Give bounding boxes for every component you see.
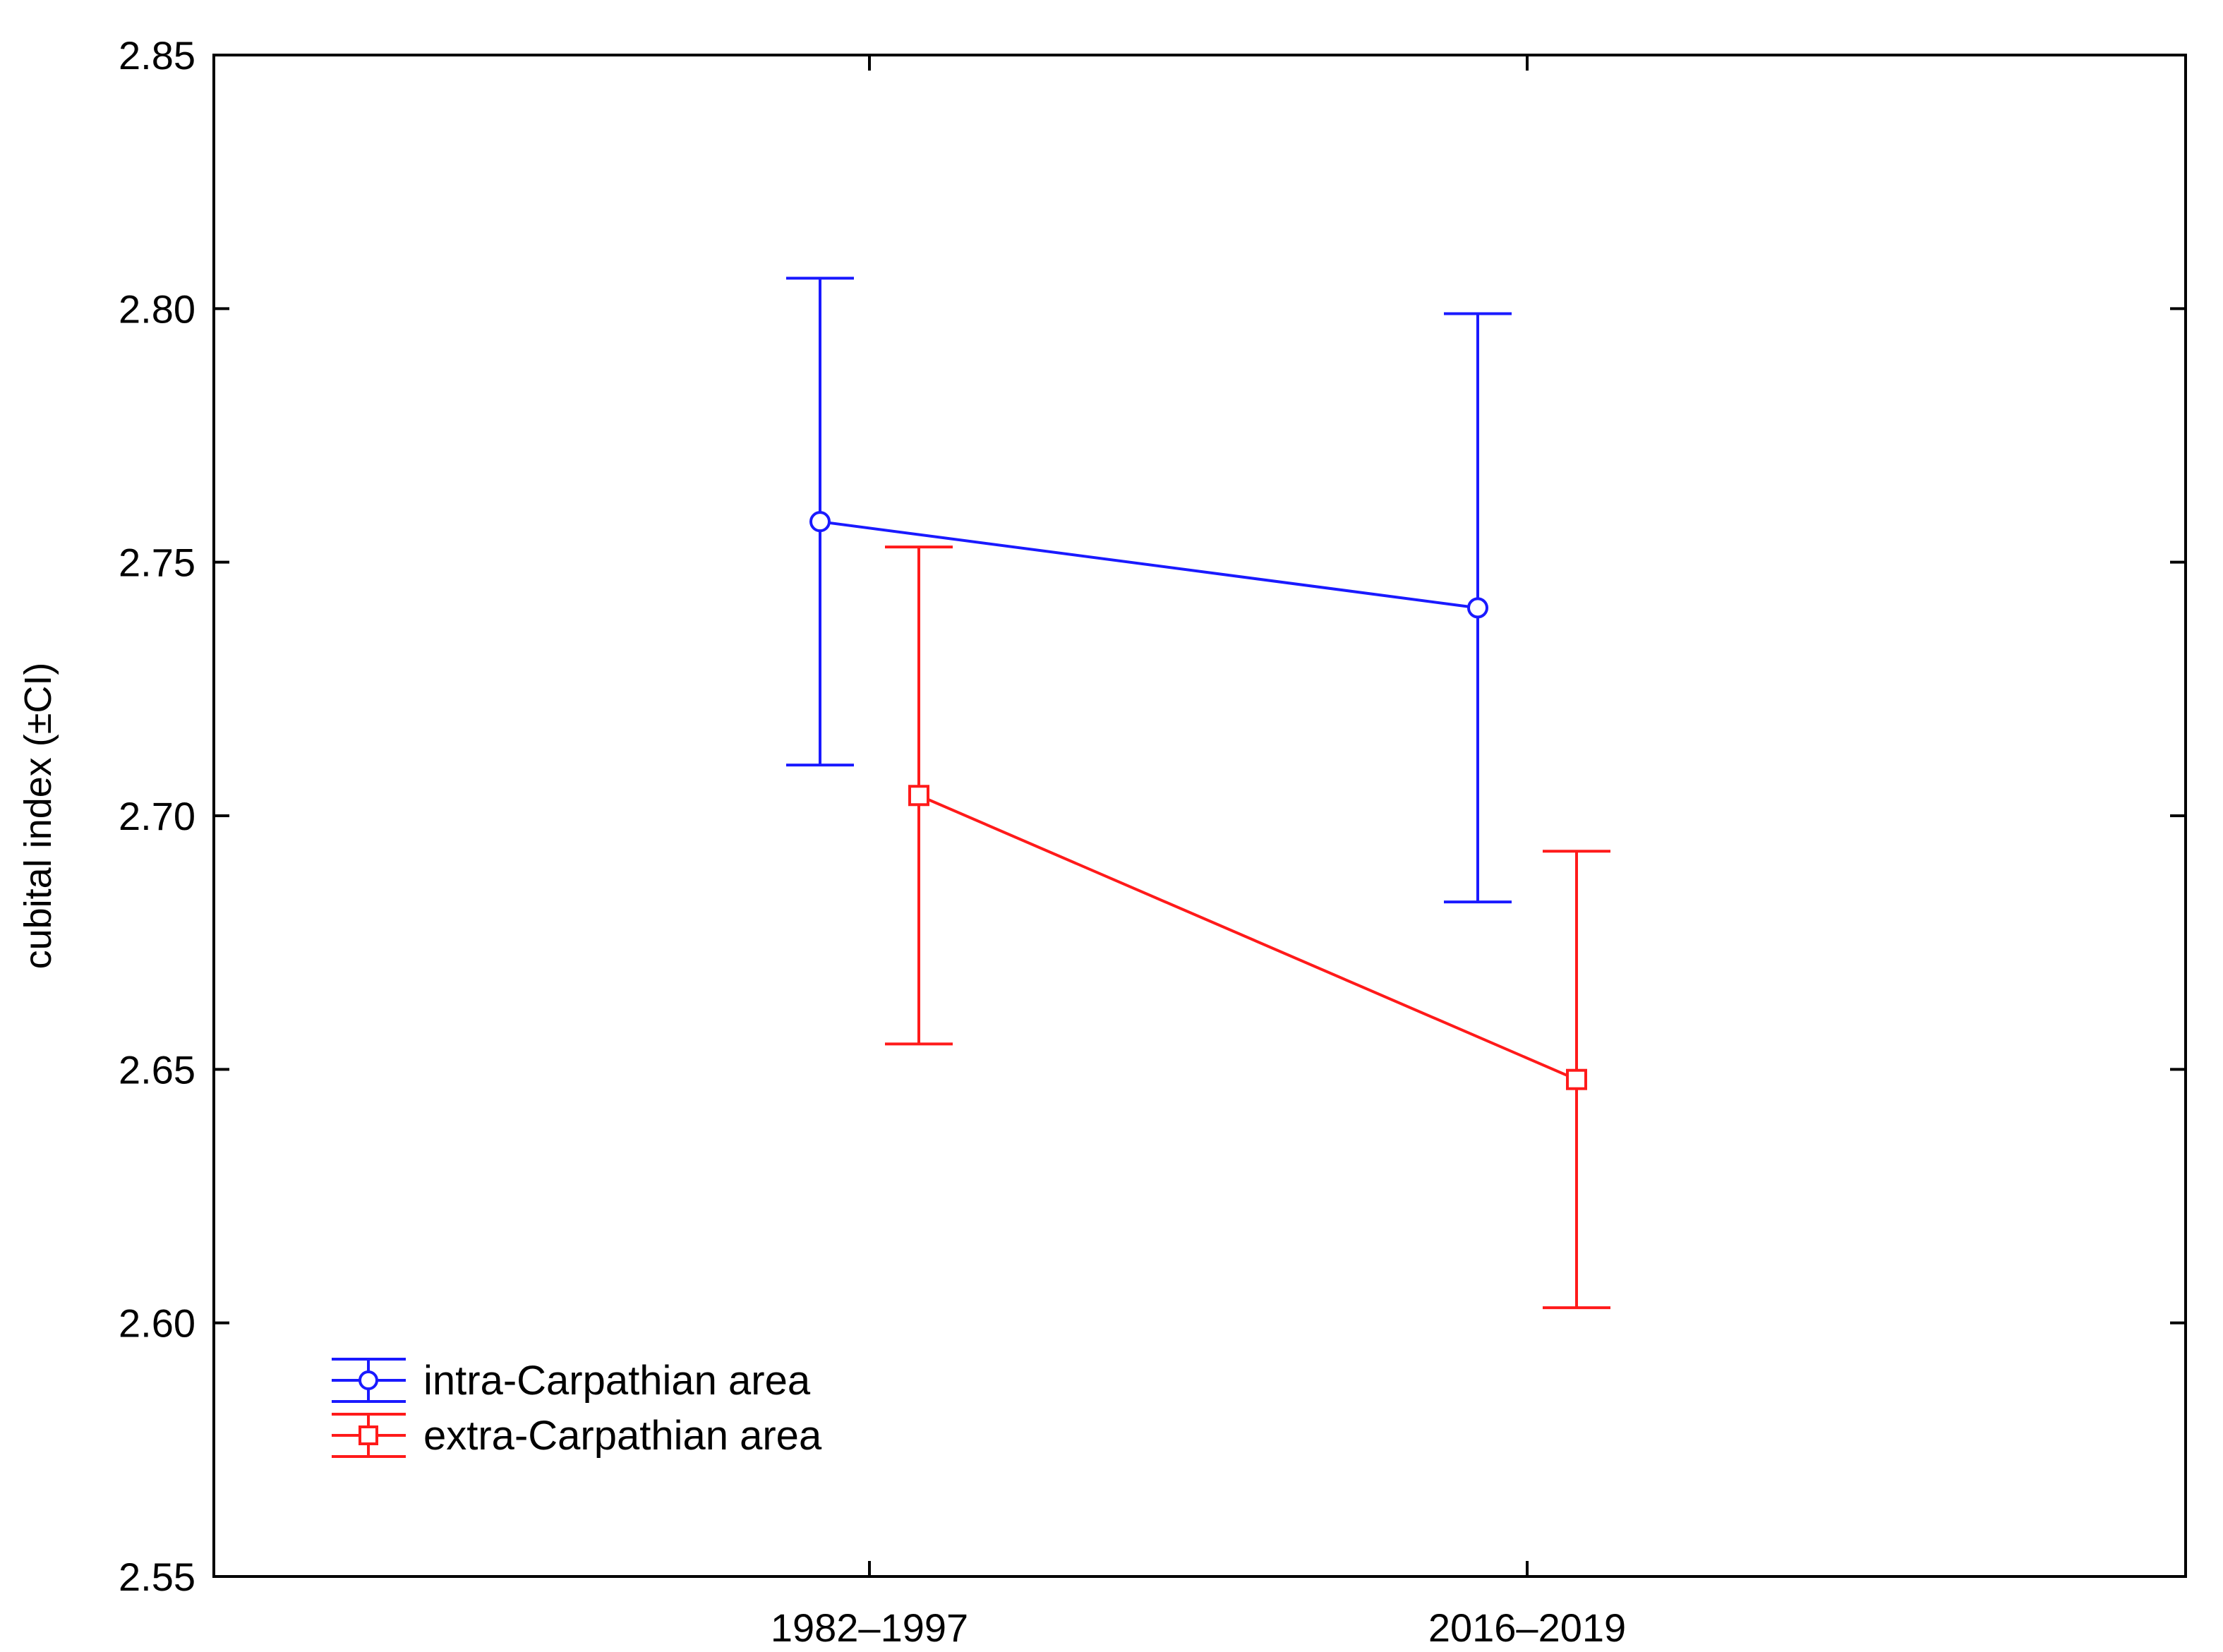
y-axis-title: cubital index (±CI) xyxy=(17,663,59,970)
series-line xyxy=(819,520,1478,610)
data-point xyxy=(809,511,831,533)
x-tick-label: 2016–2019 xyxy=(1428,1605,1626,1650)
x-tick-label: 1982–1997 xyxy=(771,1605,968,1650)
y-tick-label: 2.70 xyxy=(119,794,195,838)
y-tick-label: 2.55 xyxy=(119,1555,195,1599)
x-axis: 1982–1997 2016–2019 xyxy=(771,55,1626,1650)
data-point xyxy=(1467,597,1488,619)
data-point xyxy=(908,785,929,807)
legend-label: intra-Carpathian area xyxy=(423,1358,811,1404)
legend-marker xyxy=(359,1370,378,1390)
series-layer xyxy=(786,277,1610,1310)
series-line xyxy=(918,794,1577,1081)
legend-item-2: extra-Carpathian area xyxy=(332,1413,822,1459)
legend-item-1: intra-Carpathian area xyxy=(332,1358,811,1404)
data-point xyxy=(1566,1068,1587,1090)
plot-frame xyxy=(212,54,2187,1578)
y-axis: 2.55 2.60 2.65 2.70 2.75 2.80 2.85 xyxy=(119,33,2186,1599)
legend: intra-Carpathian area extra-Carpathian ar… xyxy=(332,1358,822,1459)
y-tick-label: 2.65 xyxy=(119,1047,195,1092)
legend-label: extra-Carpathian area xyxy=(423,1413,822,1459)
series-1 xyxy=(786,277,1512,904)
y-tick-label: 2.60 xyxy=(119,1301,195,1346)
y-tick-label: 2.75 xyxy=(119,541,195,585)
y-tick-label: 2.85 xyxy=(119,33,195,78)
legend-marker xyxy=(359,1425,378,1445)
y-tick-label: 2.80 xyxy=(119,287,195,331)
series-2 xyxy=(885,545,1610,1310)
